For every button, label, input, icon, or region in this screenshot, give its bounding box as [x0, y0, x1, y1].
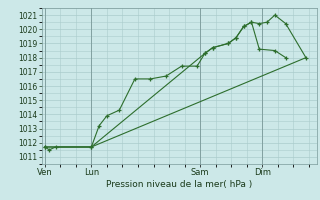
X-axis label: Pression niveau de la mer( hPa ): Pression niveau de la mer( hPa ) — [106, 180, 252, 189]
